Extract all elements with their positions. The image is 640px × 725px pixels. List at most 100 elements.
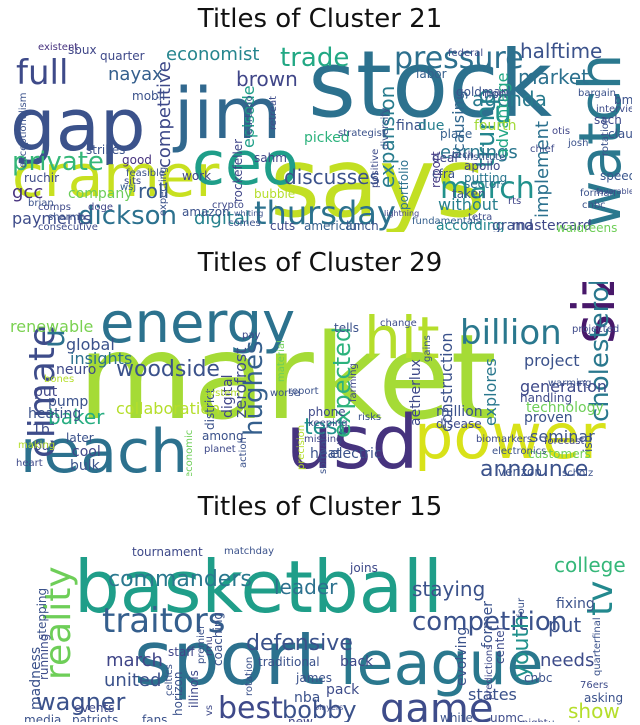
word-report: report [288, 386, 319, 397]
word-positive: positive [370, 149, 381, 188]
word-cnbc: cnbc [524, 671, 552, 685]
word-united: united [104, 670, 161, 691]
word-vs: vs [204, 705, 215, 716]
word-gcc: gcc [12, 182, 43, 203]
word-generation: generation [520, 377, 607, 396]
word-coaching: coaching [211, 612, 225, 666]
word-heating: heating [28, 406, 81, 422]
word-disease: disease [436, 417, 482, 431]
word-cloud: says stock gap jim cramer ceo watch thursday ful… [8, 38, 632, 232]
word-says: says [270, 127, 486, 232]
word-ruchir: ruchir [24, 171, 59, 185]
wordcloud-panel-cluster-29: Titles of Cluster 29 market usd reach power… [8, 244, 632, 476]
word-josh: josh [567, 138, 588, 149]
word-fans: fans [142, 713, 167, 722]
word-projected: projected [572, 324, 619, 335]
word-expected: expected [328, 327, 356, 438]
word-staff: staff [168, 645, 195, 659]
word-full: full [16, 53, 68, 93]
word-76ers: 76ers [580, 680, 608, 691]
word-asking: asking [584, 691, 623, 705]
word-risks: risks [358, 412, 381, 423]
word-lunch: lunch [346, 219, 379, 232]
word-without: without [438, 195, 498, 214]
word-consecutive: consecutive [38, 222, 98, 232]
word-college: college [554, 553, 626, 577]
word-cool: cool [72, 444, 101, 460]
word-deal: deal [432, 151, 458, 165]
word-wsj: wsj [120, 182, 136, 193]
word-bmy: bmy [614, 93, 632, 107]
word-system: system [204, 388, 240, 399]
word-taken: taken [452, 187, 486, 201]
word-fundamentals: fundamentals [412, 216, 481, 227]
word-traditional: traditional [258, 655, 320, 669]
word-billion: billion [460, 313, 562, 353]
word-media: media [24, 713, 61, 722]
word-cnbc: cnbc [582, 200, 606, 211]
word-night: night [522, 718, 548, 722]
word-tech: tech [452, 150, 474, 161]
word-expecting: expecting [158, 167, 169, 216]
word-labor: labor [416, 67, 447, 81]
word-good: good [122, 153, 152, 167]
word-former: former [480, 601, 496, 648]
word-electric: electric [330, 446, 382, 462]
word-sbux: sbux [68, 43, 97, 57]
word-u: u [37, 329, 72, 348]
word-u: u [494, 96, 512, 129]
word-interview: interview [596, 104, 632, 115]
word-economist: economist [166, 44, 259, 65]
word-matchday: matchday [224, 546, 274, 557]
word-place: place [440, 127, 472, 141]
word-stock: stock [308, 38, 553, 138]
word-iso: iso [581, 435, 595, 452]
word-james: james [295, 671, 332, 685]
word-test: test [304, 415, 347, 440]
word-district: district [203, 388, 217, 430]
word-electronics: electronics [492, 446, 546, 457]
word-sach: sach [594, 113, 622, 127]
word-seminar: seminar [530, 427, 595, 446]
word-putting: putting [464, 171, 507, 185]
word-diversify: diversify [380, 107, 391, 150]
word-market: market [518, 65, 589, 89]
word-fixing: fixing [556, 596, 595, 612]
word-jim: jim [172, 73, 281, 155]
word-chief: chief [530, 144, 555, 155]
word-tetra: tetra [468, 212, 492, 223]
word-worse: worse [270, 388, 300, 399]
word-explores: explores [481, 358, 500, 426]
word-commanders: commanders [108, 567, 252, 592]
word-discusses: discusses [284, 165, 380, 189]
word-precision: precision [296, 425, 307, 470]
word-rotation: rotation [600, 117, 611, 156]
word-later: later [66, 431, 94, 445]
word-making: making [18, 440, 55, 451]
word-trump: trump [471, 89, 501, 168]
word-quarter: quarter [100, 49, 145, 63]
word-bones: bones [44, 374, 74, 385]
word-trade: trade [280, 43, 349, 73]
word-bargain: bargain [578, 88, 616, 99]
word-running: running [37, 634, 51, 680]
word-grand: grand [492, 218, 533, 232]
word-fourth: fourth [474, 118, 517, 134]
word-bobby: bobby [282, 696, 357, 722]
word-cloud: basketball sport league game traitors competi… [8, 526, 632, 722]
word-sport: sport [134, 616, 324, 702]
word-predictions: predictions [484, 645, 495, 700]
word-quarterfinal: quarterfinal [592, 617, 603, 676]
word-center: center [493, 625, 507, 664]
word-watch: watch [566, 54, 632, 228]
word-mastercard: mastercard [512, 218, 592, 232]
word-final: final [396, 118, 426, 134]
wordcloud-panel-cluster-15: Titles of Cluster 15 basketball sport leag… [8, 488, 632, 724]
word-comps: comps [38, 202, 71, 213]
word-digital: digital [220, 374, 236, 418]
word-joins: joins [349, 561, 378, 575]
word-action: action [238, 437, 249, 468]
word-crypto: crypto [212, 200, 244, 211]
word-pack: pack [326, 682, 360, 698]
